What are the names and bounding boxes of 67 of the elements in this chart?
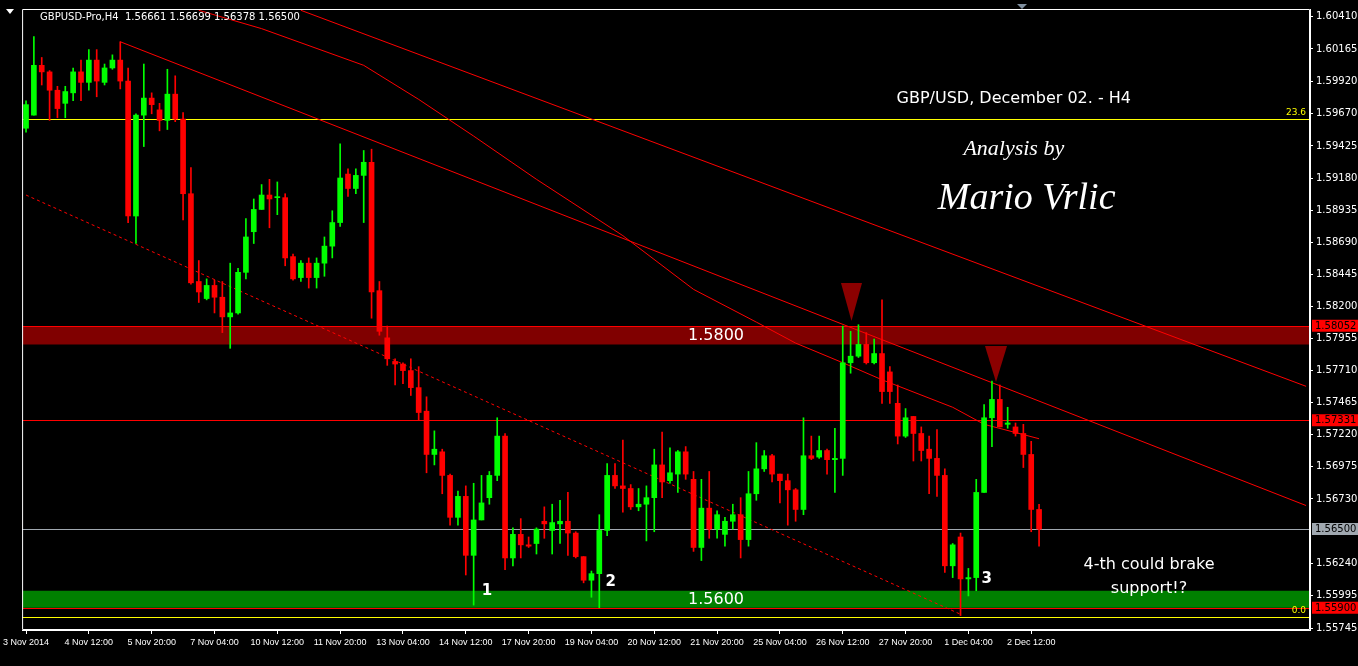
x-tick-label: 13 Nov 04:00 bbox=[376, 636, 430, 647]
x-tick-label: 4 Nov 12:00 bbox=[64, 636, 114, 647]
x-tick-label: 7 Nov 04:00 bbox=[190, 636, 239, 647]
annotation: 23.6 bbox=[1285, 107, 1307, 118]
candlestick bbox=[227, 262, 234, 349]
x-tick-label: 11 Nov 20:00 bbox=[313, 636, 367, 647]
annotation: 4-th could brake support!? bbox=[1083, 554, 1215, 598]
y-tick-label: 1.59425 bbox=[1316, 139, 1358, 151]
y-tick-label: 1.58445 bbox=[1316, 267, 1358, 279]
y-tick-label: 1.58690 bbox=[1316, 235, 1358, 247]
y-tick-label: 1.55995 bbox=[1316, 588, 1358, 600]
y-tick-label: 1.57710 bbox=[1316, 364, 1358, 376]
band-label: 1.5800 bbox=[688, 325, 745, 345]
text: GBP/USD, December 02. - H4 bbox=[896, 88, 1131, 108]
ref-line-label: 1.56500 bbox=[1315, 523, 1357, 535]
y-tick-label: 1.55745 bbox=[1316, 621, 1358, 633]
y-tick-label: 1.57220 bbox=[1316, 428, 1358, 440]
y-tick-label: 1.59920 bbox=[1316, 74, 1358, 86]
annotation: 1 bbox=[481, 581, 493, 600]
candlestick bbox=[392, 358, 398, 386]
x-tick-label: 2 Dec 12:00 bbox=[1006, 636, 1056, 647]
y-tick-label: 1.60165 bbox=[1316, 42, 1358, 54]
annotation: 2 bbox=[605, 572, 616, 591]
y-tick-label: 1.60410 bbox=[1316, 10, 1358, 22]
y-tick-label: 1.58200 bbox=[1316, 299, 1358, 311]
ref-line-label: 1.58052 bbox=[1315, 319, 1357, 331]
y-tick-label: 1.57465 bbox=[1316, 396, 1358, 408]
x-tick-label: 20 Nov 12:00 bbox=[627, 636, 682, 647]
candlestick bbox=[195, 260, 202, 303]
annotation: Mario Vrlic bbox=[936, 174, 1116, 217]
x-tick-label: 25 Nov 04:00 bbox=[753, 636, 807, 647]
y-tick-label: 1.59180 bbox=[1316, 171, 1358, 183]
y-tick-label: 1.58935 bbox=[1316, 203, 1358, 215]
candlestick bbox=[926, 435, 932, 495]
x-tick-label: 21 Nov 20:00 bbox=[690, 636, 744, 647]
x-tick-label: 3 Nov 2014 bbox=[3, 636, 50, 647]
candlestick bbox=[620, 439, 626, 513]
y-tick-label: 1.57955 bbox=[1316, 332, 1358, 344]
x-tick-label: 10 Nov 12:00 bbox=[250, 636, 305, 647]
candlestick bbox=[541, 506, 548, 539]
annotation: Analysis by bbox=[961, 134, 1065, 160]
y-tick-label: 1.56240 bbox=[1316, 556, 1358, 568]
band-label: 1.5600 bbox=[688, 589, 745, 609]
candlestick bbox=[565, 492, 571, 556]
candlestick bbox=[360, 150, 367, 223]
y-tick-label: 1.56975 bbox=[1316, 460, 1358, 472]
ref-line-label: 1.55900 bbox=[1315, 601, 1357, 613]
candlestick bbox=[274, 181, 281, 216]
x-tick-label: 26 Nov 12:00 bbox=[815, 636, 870, 647]
x-tick-label: 19 Nov 04:00 bbox=[564, 636, 619, 647]
y-tick-label: 1.56730 bbox=[1316, 492, 1358, 504]
candlestick bbox=[140, 63, 147, 147]
ref-line-label: 1.57331 bbox=[1315, 414, 1357, 426]
candlestick bbox=[549, 503, 556, 555]
annotation: 3 bbox=[981, 568, 992, 587]
candlestick bbox=[784, 473, 791, 526]
annotation: GBPUSD-Pro,H4 1.56661 1.56699 1.56378 1.56500 bbox=[40, 10, 300, 22]
x-tick-label: 1 Dec 04:00 bbox=[944, 636, 993, 647]
x-tick-label: 14 Nov 12:00 bbox=[439, 636, 493, 647]
x-tick-label: 5 Nov 20:00 bbox=[127, 636, 176, 647]
y-tick-label: 1.59670 bbox=[1316, 107, 1358, 119]
candlestick bbox=[832, 427, 838, 493]
candlestick bbox=[777, 473, 783, 504]
candlestick bbox=[557, 499, 563, 544]
x-tick-label: 17 Nov 20:00 bbox=[501, 636, 556, 647]
candlestick bbox=[667, 447, 673, 484]
x-tick-label: 27 Nov 20:00 bbox=[878, 636, 933, 647]
